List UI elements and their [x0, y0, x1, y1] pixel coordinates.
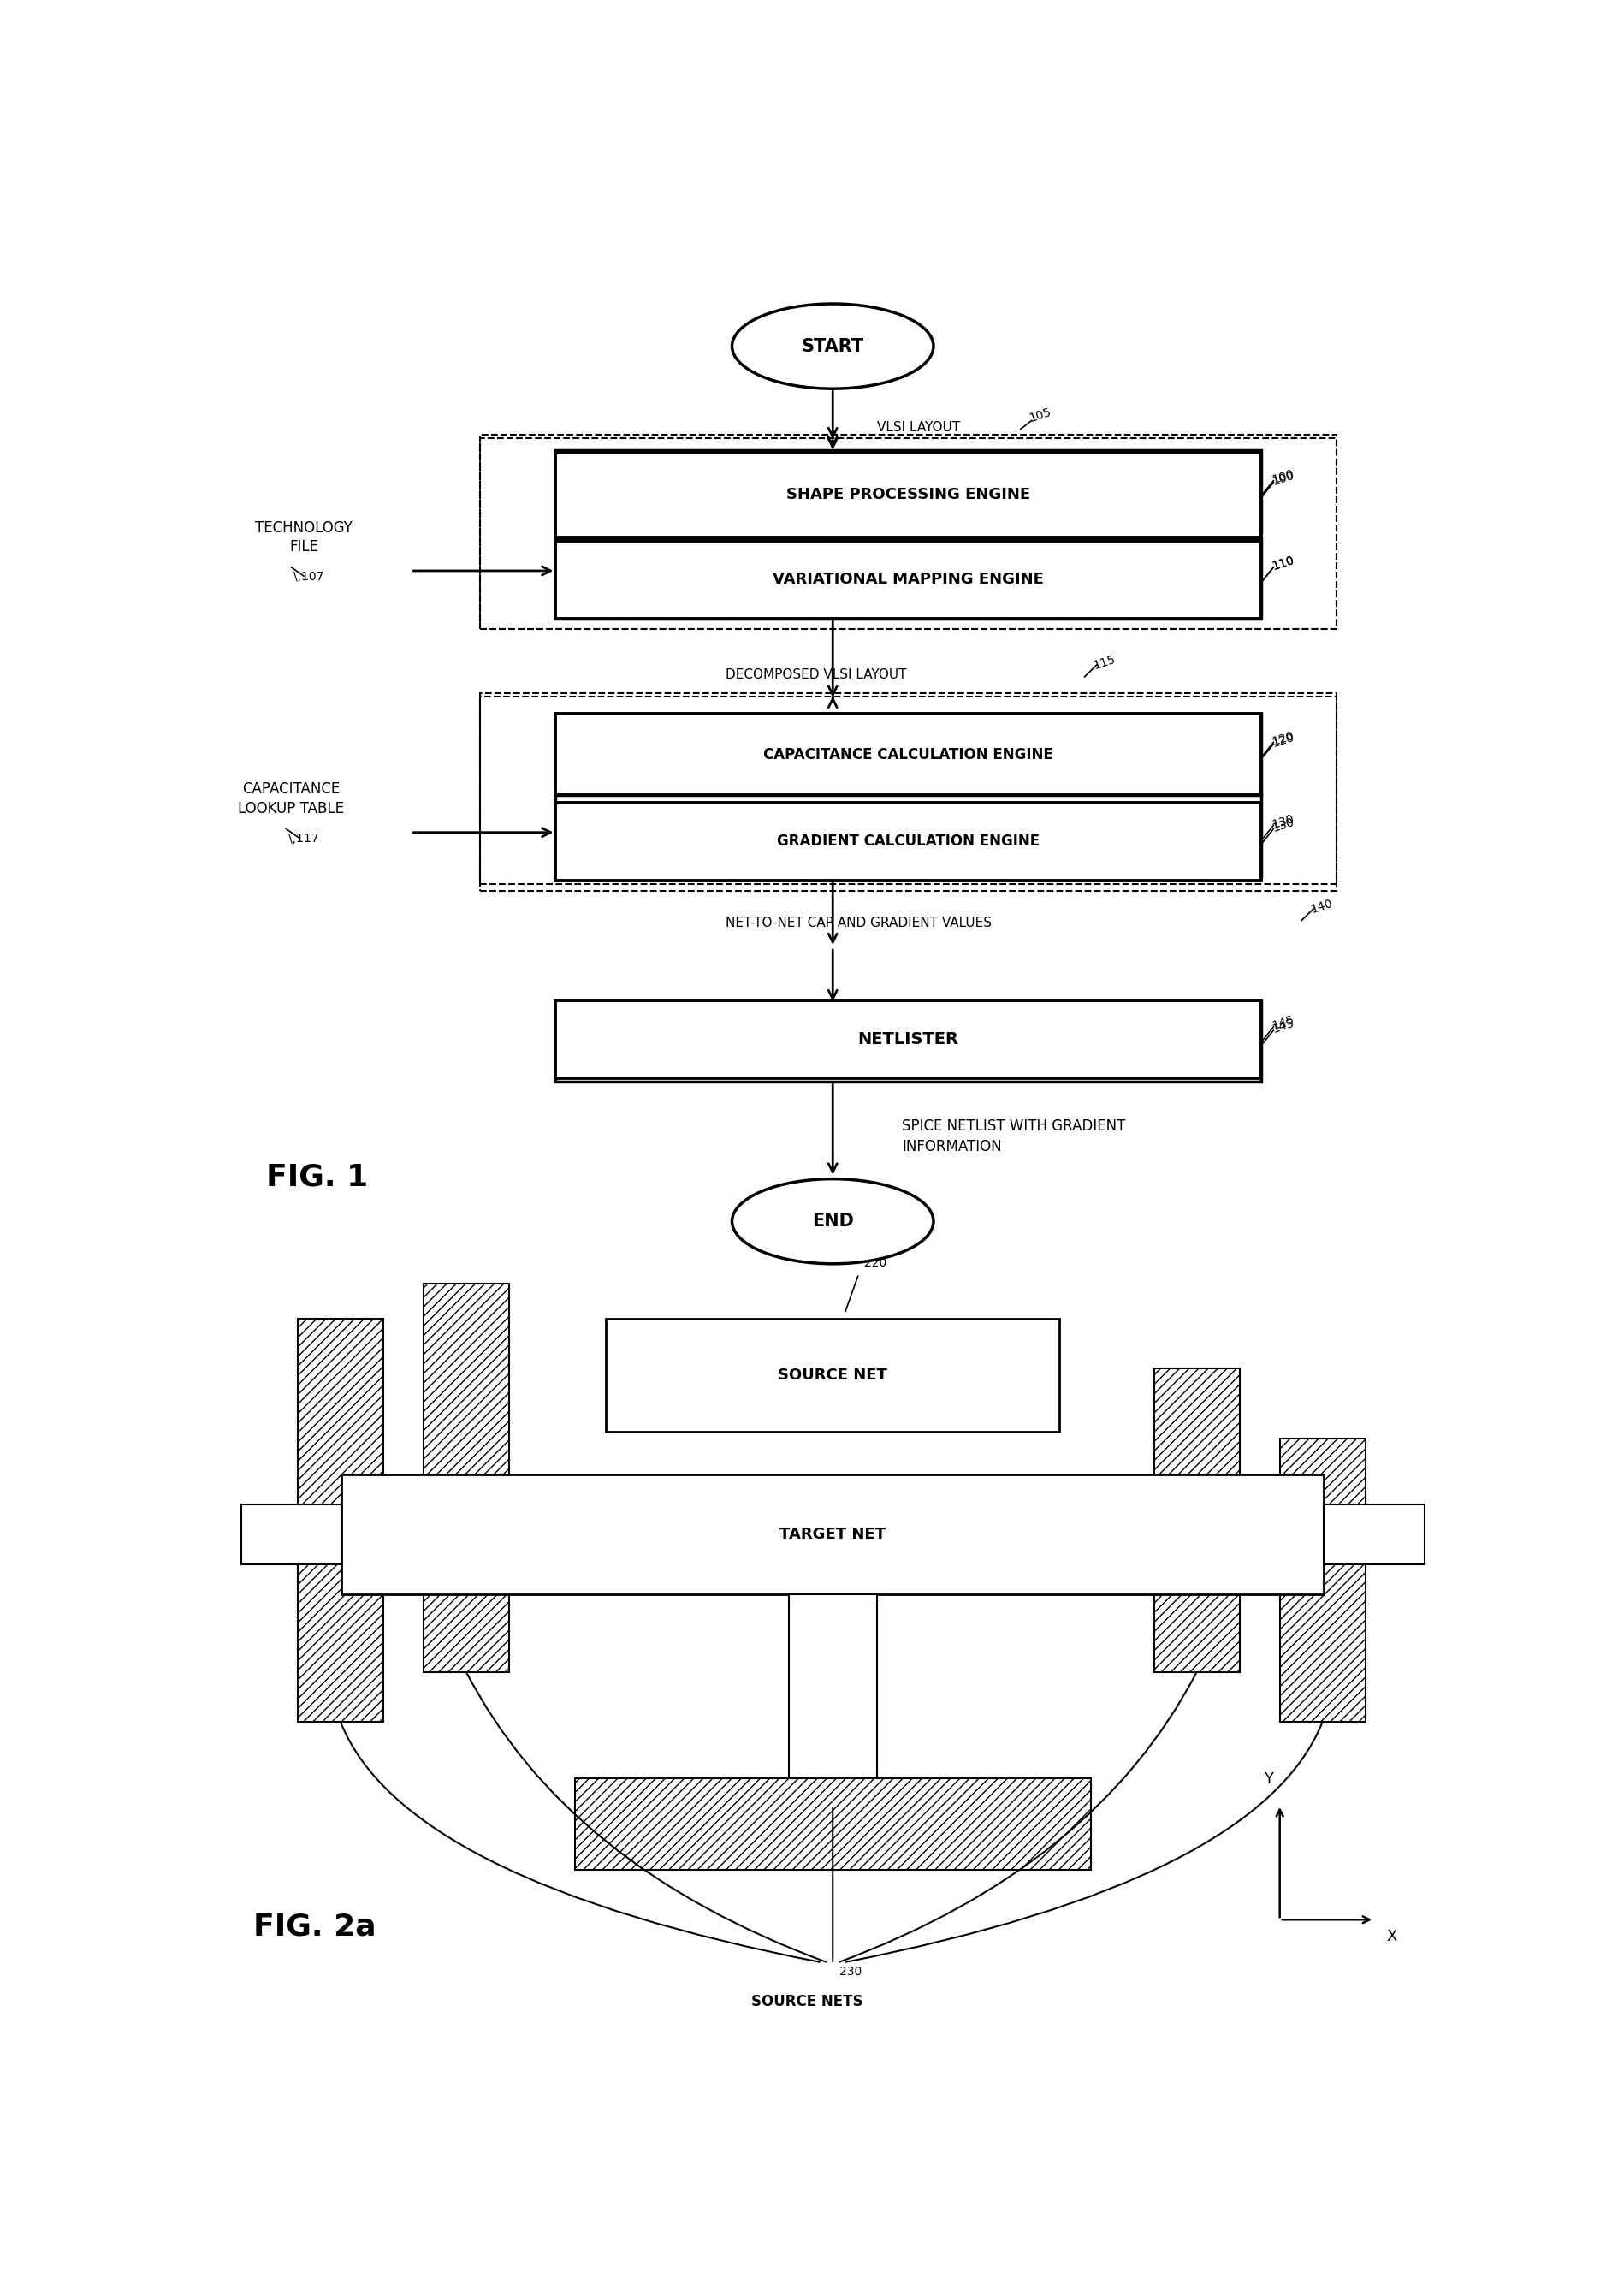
Bar — [555, 542, 1260, 618]
Text: CAPACITANCE
LOOKUP TABLE: CAPACITANCE LOOKUP TABLE — [239, 781, 344, 815]
Text: 115: 115 — [1091, 652, 1117, 670]
Bar — [555, 1001, 1260, 1081]
Text: NET-TO-NET CAP AND GRADIENT VALUES: NET-TO-NET CAP AND GRADIENT VALUES — [726, 916, 991, 930]
Text: DECOMPOSED VLSI LAYOUT: DECOMPOSED VLSI LAYOUT — [726, 668, 906, 682]
Bar — [575, 1777, 1090, 1871]
Text: NETLISTER: NETLISTER — [857, 1031, 958, 1047]
Bar — [555, 794, 1260, 877]
Bar — [1280, 1440, 1364, 1722]
Text: TARGET NET: TARGET NET — [780, 1527, 885, 1543]
Bar — [1153, 1368, 1239, 1671]
Bar — [555, 1001, 1260, 1079]
Bar — [606, 1318, 1059, 1433]
Bar — [481, 693, 1337, 891]
Text: END: END — [812, 1212, 853, 1231]
Text: START: START — [801, 338, 864, 356]
Text: 100: 100 — [1270, 468, 1296, 487]
Text: 210: 210 — [833, 1605, 857, 1623]
Text: SOURCE NETS: SOURCE NETS — [750, 1993, 862, 2009]
Text: \,107: \,107 — [294, 572, 323, 583]
Text: \,117: \,117 — [289, 833, 318, 845]
Bar — [424, 1283, 508, 1671]
Bar — [555, 537, 1260, 618]
Text: FIG. 2a: FIG. 2a — [253, 1913, 377, 1942]
Text: 140: 140 — [1307, 898, 1333, 916]
Text: 130: 130 — [1270, 813, 1296, 831]
Text: 100: 100 — [1270, 468, 1296, 487]
Bar — [1324, 1504, 1424, 1564]
Bar — [555, 801, 1260, 879]
Bar — [341, 1474, 1324, 1593]
Bar — [555, 714, 1260, 794]
Ellipse shape — [731, 1178, 934, 1263]
Text: VARIATIONAL MAPPING ENGINE: VARIATIONAL MAPPING ENGINE — [773, 572, 1043, 588]
Bar — [481, 434, 1337, 629]
Text: Y: Y — [1263, 1773, 1273, 1786]
Bar — [240, 1504, 341, 1564]
Text: 110: 110 — [1270, 553, 1296, 572]
Ellipse shape — [731, 303, 934, 388]
Text: 120: 120 — [1270, 730, 1296, 748]
Text: 110: 110 — [1270, 553, 1296, 572]
Text: 145: 145 — [1270, 1015, 1296, 1033]
Text: 130: 130 — [1270, 815, 1296, 833]
Text: 105: 105 — [1028, 406, 1052, 425]
Bar — [481, 439, 1337, 629]
Text: X: X — [1387, 1929, 1397, 1945]
Bar — [555, 714, 1260, 794]
Text: SOURCE NET: SOURCE NET — [778, 1368, 887, 1382]
Bar — [481, 696, 1337, 884]
Text: FIG. 1: FIG. 1 — [266, 1162, 369, 1192]
Text: NETLISTER: NETLISTER — [857, 1033, 958, 1049]
Text: GRADIENT CALCULATION ENGINE: GRADIENT CALCULATION ENGINE — [776, 833, 1039, 850]
Text: CAPACITANCE CALCULATION ENGINE: CAPACITANCE CALCULATION ENGINE — [763, 746, 1052, 762]
Text: 120: 120 — [1270, 730, 1296, 748]
Text: VLSI LAYOUT: VLSI LAYOUT — [877, 420, 960, 434]
Text: 220: 220 — [864, 1258, 887, 1270]
Text: GRADIENT CALCULATION ENGINE: GRADIENT CALCULATION ENGINE — [776, 829, 1039, 843]
Text: VARIATIONAL MAPPING ENGINE: VARIATIONAL MAPPING ENGINE — [773, 569, 1043, 585]
Text: SHAPE PROCESSING ENGINE: SHAPE PROCESSING ENGINE — [786, 487, 1030, 503]
Text: 145: 145 — [1270, 1017, 1296, 1035]
Text: 230: 230 — [838, 1965, 861, 1977]
Text: TECHNOLOGY
FILE: TECHNOLOGY FILE — [255, 519, 352, 553]
Text: CAPACITANCE CALCULATION ENGINE: CAPACITANCE CALCULATION ENGINE — [763, 746, 1052, 762]
Text: SPICE NETLIST WITH GRADIENT
INFORMATION: SPICE NETLIST WITH GRADIENT INFORMATION — [901, 1118, 1125, 1155]
Bar — [297, 1318, 383, 1722]
Bar — [555, 452, 1260, 537]
Bar — [555, 450, 1260, 533]
Bar — [788, 1593, 877, 1807]
Text: SHAPE PROCESSING ENGINE: SHAPE PROCESSING ENGINE — [786, 484, 1030, 498]
